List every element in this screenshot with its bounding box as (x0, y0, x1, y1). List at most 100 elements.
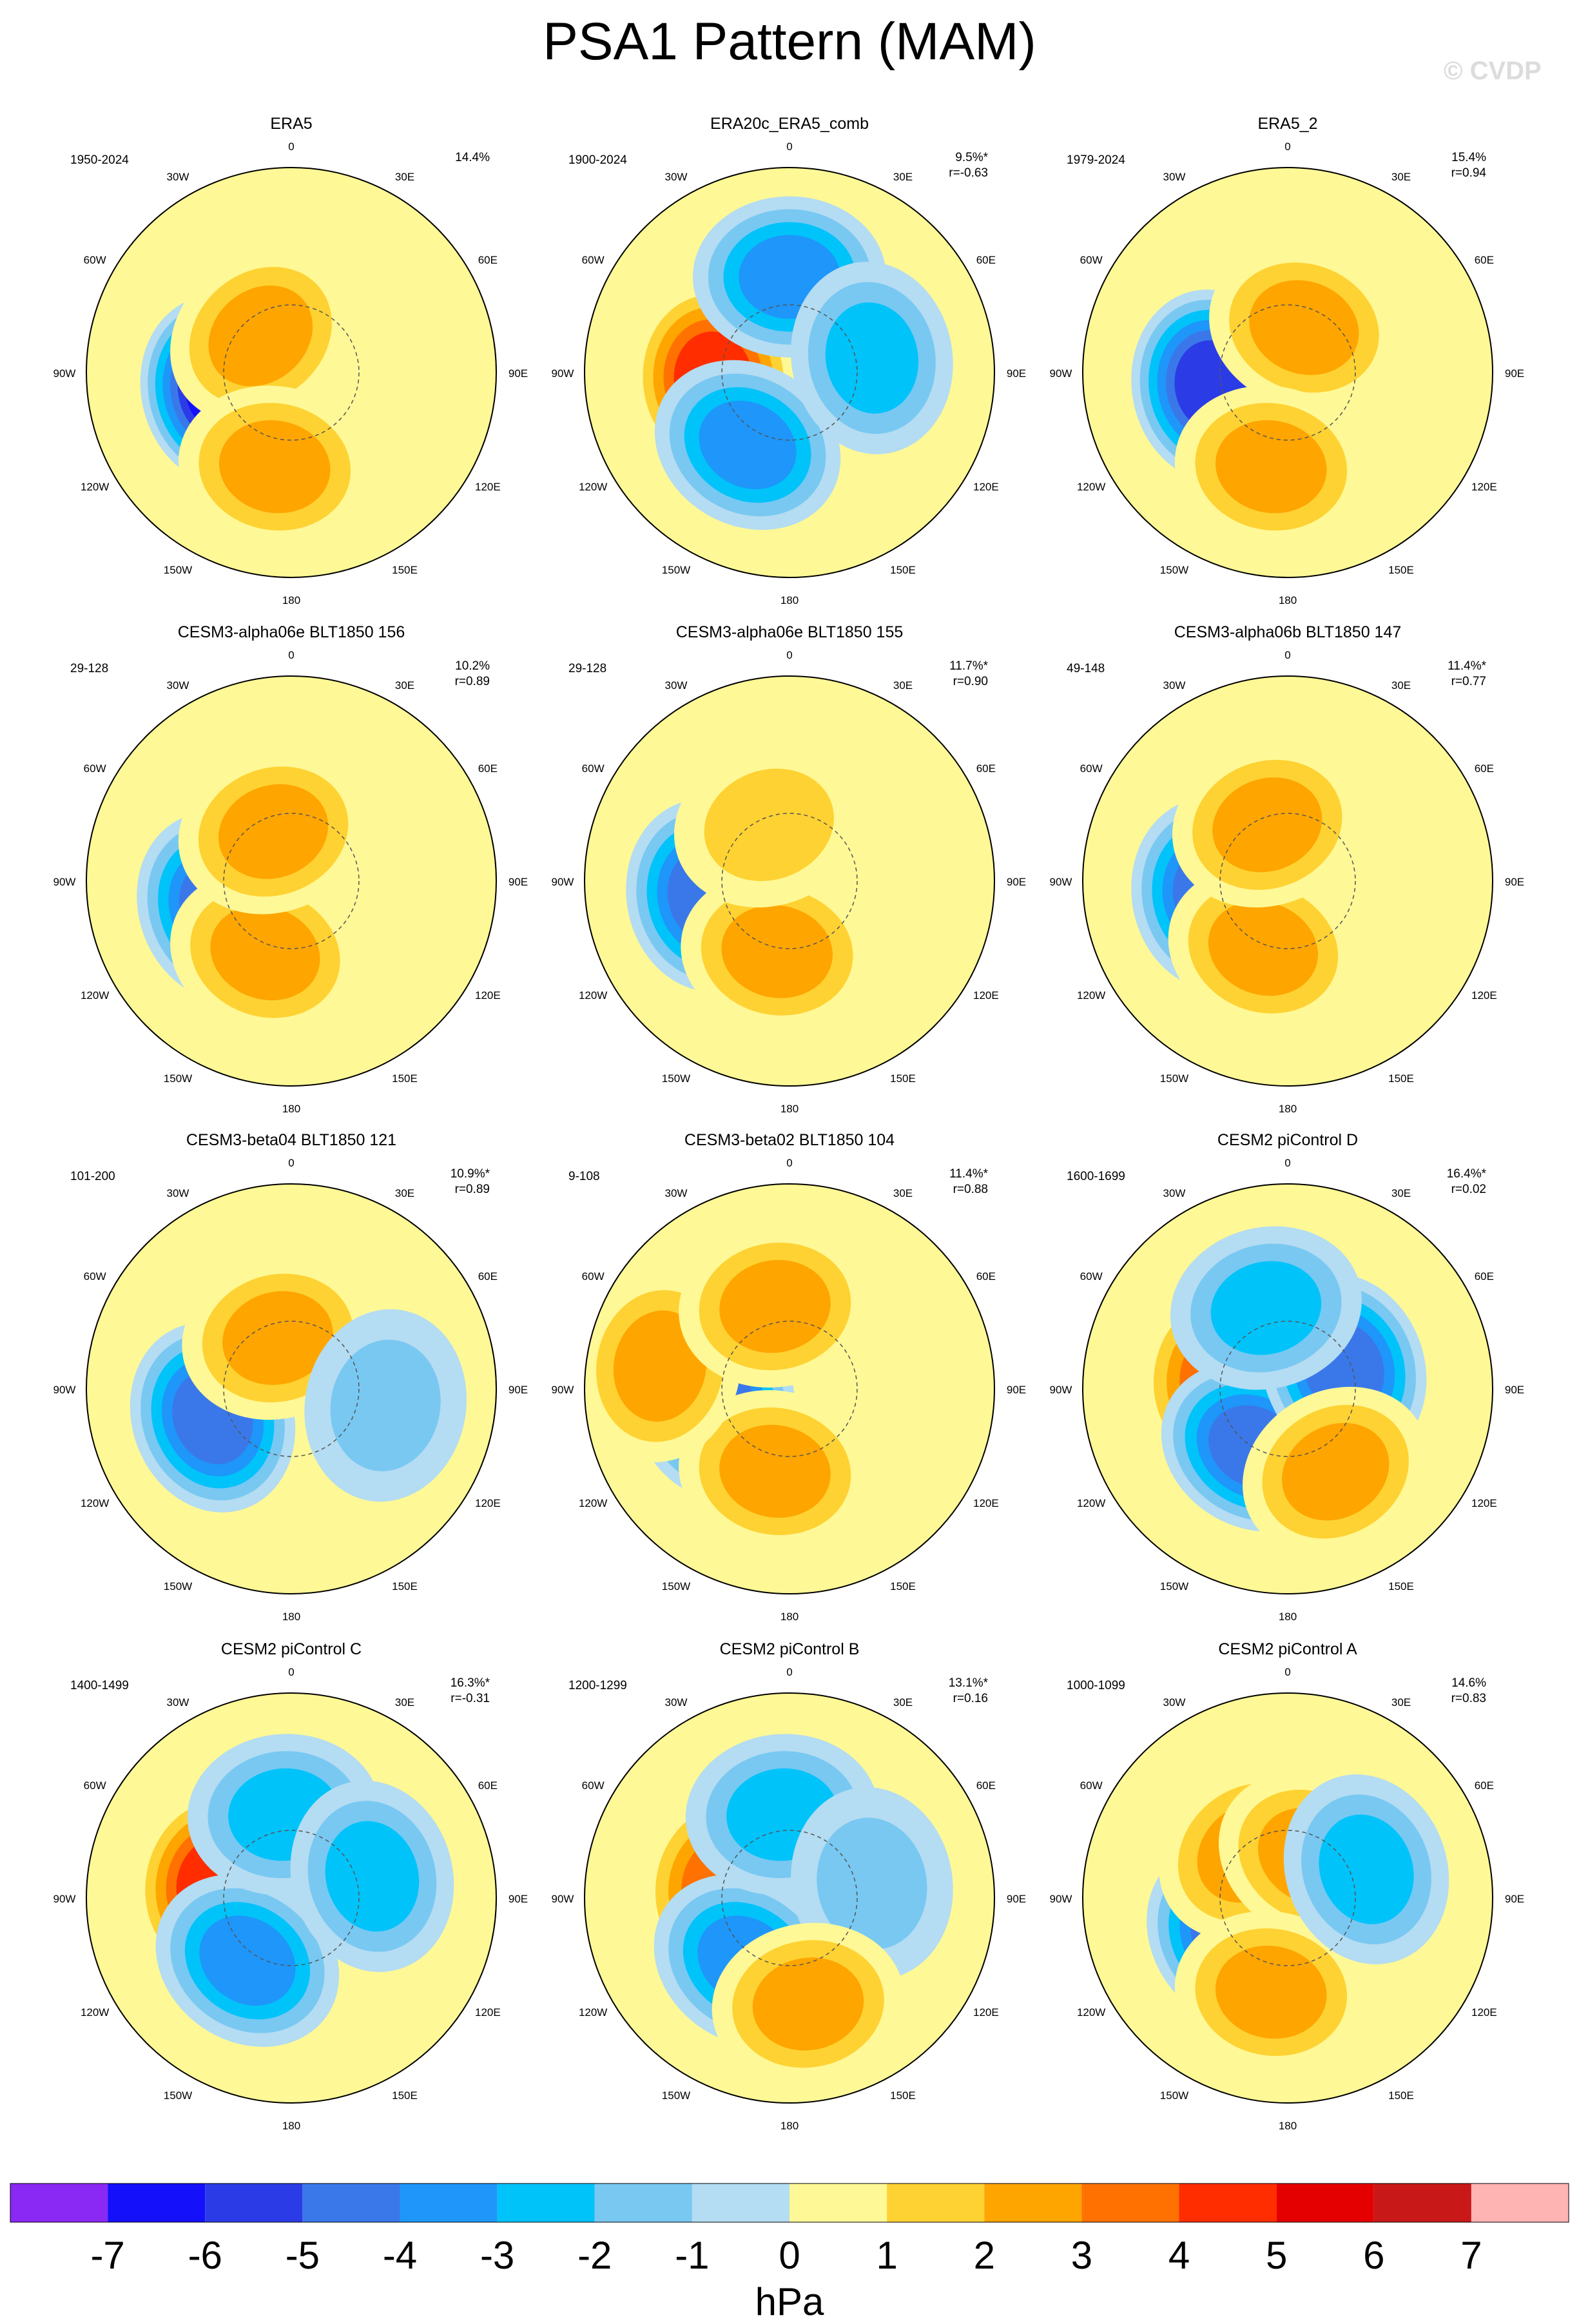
panel-title: CESM2 piControl D (1217, 1131, 1358, 1149)
colorbar-tick-label: 3 (1071, 2234, 1092, 2277)
longitude-label: 90W (53, 1384, 76, 1396)
longitude-label: 60W (84, 1779, 106, 1792)
map-frame (86, 1692, 497, 2104)
panel-correlation: r=0.16 (953, 1692, 988, 1705)
colorbar-tick-label: 7 (1460, 2234, 1482, 2277)
longitude-label: 120E (973, 989, 999, 1002)
colorbar-tick-label: -3 (480, 2234, 514, 2277)
longitude-label: 120E (475, 481, 501, 493)
longitude-label: 0 (1284, 1666, 1290, 1678)
colorbar-tick-label: -4 (383, 2234, 417, 2277)
anomaly-center (1209, 245, 1399, 411)
panel-period: 1400-1499 (70, 1679, 129, 1692)
longitude-label: 30W (167, 679, 189, 692)
panel-title: ERA5_2 (1257, 115, 1317, 133)
longitude-label: 180 (282, 2120, 300, 2132)
anomaly-center (679, 1225, 871, 1388)
longitude-label: 90E (509, 1893, 528, 1905)
longitude-label: 60E (1475, 1779, 1494, 1792)
panel-title: ERA5 (270, 115, 312, 133)
panel-correlation: r=0.83 (1451, 1692, 1486, 1705)
longitude-label: 150E (890, 2089, 916, 2102)
panel-period: 1900-2024 (568, 153, 627, 167)
panel-variance: 9.5%* (955, 151, 988, 164)
longitude-label: 150E (1388, 564, 1414, 576)
longitude-label: 30E (893, 1696, 913, 1709)
map-frame (86, 675, 497, 1087)
longitude-label: 60E (1475, 762, 1494, 775)
panel-variance: 16.3%* (450, 1676, 490, 1690)
longitude-label: 60E (478, 254, 498, 266)
longitude-label: 150E (1388, 1580, 1414, 1593)
colorbar-frame (10, 2183, 1569, 2223)
longitude-label: 30W (665, 171, 688, 183)
longitude-label: 120W (1077, 1497, 1105, 1509)
panel-variance: 11.7%* (949, 659, 988, 673)
longitude-label: 60E (1475, 254, 1494, 266)
colorbar-tick-label: 6 (1363, 2234, 1384, 2277)
coastline (721, 1321, 858, 1457)
longitude-label: 30E (395, 171, 414, 183)
longitude-label: 90W (552, 367, 574, 380)
longitude-label: 60W (84, 254, 106, 266)
longitude-label: 120E (475, 1497, 501, 1509)
longitude-label: 150W (164, 564, 192, 576)
anomaly-center (304, 1309, 467, 1502)
longitude-label: 120W (579, 2006, 607, 2019)
map-frame (1082, 167, 1493, 578)
colorbar-tick-label: -7 (90, 2234, 124, 2277)
colorbar-tick-label: 0 (779, 2234, 800, 2277)
longitude-label: 150E (392, 2089, 418, 2102)
coastline (1219, 813, 1356, 949)
longitude-label: 30W (167, 1696, 189, 1709)
anomaly-center (654, 360, 841, 530)
longitude-label: 60W (582, 1779, 605, 1792)
longitude-label: 60E (478, 762, 498, 775)
longitude-label: 150W (164, 1580, 192, 1593)
longitude-label: 60E (976, 1779, 996, 1792)
colorbar: -7 -6 -5 -4 -3 -2 -1 0 1 2 3 4 5 6 7 hPa (10, 2183, 1569, 2323)
longitude-label: 30E (1391, 1696, 1411, 1709)
anomaly-center (712, 1922, 905, 2086)
longitude-label: 120W (1077, 989, 1105, 1002)
longitude-label: 150W (1160, 564, 1188, 576)
longitude-label: 120W (579, 1497, 607, 1509)
panel-period: 1600-1699 (1067, 1170, 1125, 1183)
colorbar-swatch (594, 2184, 692, 2222)
map-frame (86, 1183, 497, 1594)
longitude-label: 90E (1007, 367, 1026, 380)
longitude-label: 0 (786, 649, 792, 661)
panel-period: 29-128 (70, 662, 108, 675)
map-frame (584, 167, 995, 578)
anomaly-center (178, 749, 369, 915)
longitude-label: 60E (976, 762, 996, 775)
map-panel: 0 30E 60E 90E 120E 150E 180 150W 120W 90W 60W 30W ER… (1050, 115, 1525, 606)
panel-period: 29-128 (568, 662, 606, 675)
panel-title: CESM3-alpha06b BLT1850 147 (1174, 623, 1402, 641)
longitude-label: 150E (1388, 2089, 1414, 2102)
longitude-label: 60E (1475, 1270, 1494, 1283)
coastline (721, 1830, 858, 1966)
longitude-label: 90E (1505, 1384, 1524, 1396)
longitude-label: 30E (395, 1187, 414, 1199)
panel-period: 1000-1099 (1067, 1679, 1125, 1692)
colorbar-tick-label: 4 (1168, 2234, 1190, 2277)
longitude-label: 150E (392, 1580, 418, 1593)
anomaly-center (1174, 1911, 1368, 2073)
longitude-label: 90E (1007, 1893, 1026, 1905)
coastline (721, 304, 858, 441)
longitude-label: 150W (164, 1072, 192, 1085)
coastline (1219, 1321, 1356, 1457)
map-frame (584, 1692, 995, 2104)
longitude-label: 0 (288, 1666, 294, 1678)
map-panel: 0 30E 60E 90E 120E 150E 180 150W 120W 90W 60W 30W CE… (552, 1131, 1027, 1623)
coastline (223, 1830, 360, 1966)
longitude-label: 150W (1160, 2089, 1188, 2102)
map-frame (584, 675, 995, 1087)
longitude-label: 90E (1007, 1384, 1026, 1396)
panel-correlation: r=0.02 (1451, 1183, 1486, 1196)
longitude-label: 180 (1279, 1611, 1297, 1623)
panel-title: CESM2 piControl C (221, 1640, 362, 1658)
panel-period: 101-200 (70, 1170, 115, 1183)
longitude-label: 30W (665, 679, 688, 692)
